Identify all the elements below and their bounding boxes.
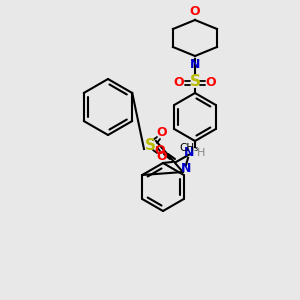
Text: O: O [206, 76, 216, 88]
Text: N: N [190, 58, 200, 71]
Text: S: S [145, 137, 155, 152]
Text: O: O [190, 5, 200, 18]
Text: CH₃: CH₃ [179, 143, 199, 153]
Text: O: O [157, 151, 167, 164]
Text: H: H [197, 148, 206, 158]
Text: S: S [190, 74, 200, 89]
Text: N: N [184, 146, 194, 160]
Text: O: O [157, 127, 167, 140]
Text: N: N [181, 163, 191, 176]
Text: O: O [155, 143, 165, 157]
Text: O: O [174, 76, 184, 88]
